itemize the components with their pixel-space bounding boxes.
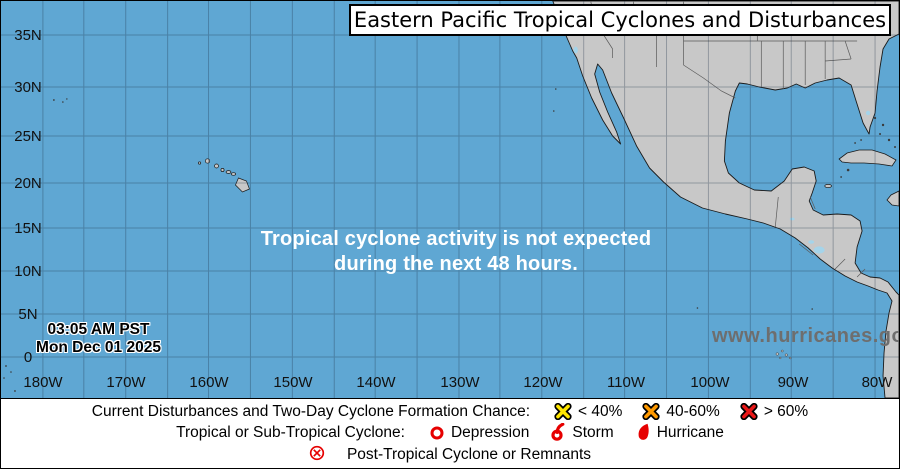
graticule-grid [1,1,899,398]
x-mark-red-icon [740,403,758,420]
post-tropical-label: Post-Tropical Cyclone or Remnants [346,446,592,463]
legend: Current Disturbances and Two-Day Cyclone… [1,399,899,468]
lat-label-35n: 35N [14,27,42,44]
legend-item-high-chance: > 60% [740,403,808,421]
lon-label-160w: 160W [189,374,229,391]
legend-item-label: 40-60% [666,402,720,420]
circled-x-icon [309,445,325,466]
legend-item-hurricane: Hurricane [634,423,724,443]
lat-label-20n: 20N [14,175,42,192]
x-mark-orange-icon [642,403,660,420]
eastern-pacific-map: Eastern Pacific Tropical Cyclones and Di… [1,1,899,399]
legend-row-post-tropical: Post-Tropical Cyclone or Remnants [1,445,899,466]
small-islands-pacific [3,88,813,392]
x-mark-yellow-icon [554,403,572,420]
map-title-box: Eastern Pacific Tropical Cyclones and Di… [349,4,891,36]
islands-galapagos [775,349,792,360]
legend-item-label: > 60% [763,402,809,420]
small-islands-atlantic [840,116,897,178]
lon-label-140w: 140W [356,374,396,391]
outlook-message-line2: during the next 48 hours. [334,253,578,275]
islands-hawaii [198,158,250,193]
lon-label-100w: 100W [690,374,730,391]
island-hispaniola [886,190,899,207]
lon-label-110w: 110W [606,374,646,391]
lon-label-170w: 170W [106,374,146,391]
legend-item-label: Hurricane [656,423,724,441]
hurricanes-gov-watermark: www.hurricanes.gov [712,325,899,347]
lon-label-80w: 80W [861,374,893,391]
lakes [573,46,871,254]
basemap-canvas [1,1,899,398]
timestamp-time: 03:05 AM PST [47,321,150,338]
lat-label-15n: 15N [14,220,42,237]
island-jamaica [824,184,832,188]
lon-label-180w: 180W [23,374,63,391]
hurricane-icon [634,423,651,443]
depression-circle-icon [429,425,445,441]
lon-label-90w: 90W [777,374,809,391]
cyclone-legend-label: Tropical or Sub-Tropical Cyclone: [176,423,405,441]
lat-label-5n: 5N [18,306,38,323]
timestamp-date: Mon Dec 01 2025 [36,338,161,356]
outlook-message-line1: Tropical cyclone activity is not expecte… [260,228,652,250]
legend-item-depression: Depression [429,424,529,442]
legend-item-medium-chance: 40-60% [642,402,720,421]
legend-item-storm: Storm [549,423,614,442]
lat-label-0: 0 [23,349,33,366]
issuance-timestamp: 03:05 AM PST Mon Dec 01 2025 [26,321,171,356]
island-cuba [838,149,897,167]
lon-label-130w: 130W [440,374,480,391]
outlook-message: Tropical cyclone activity is not expecte… [156,227,756,277]
storm-spiral-icon [549,423,566,442]
map-title: Eastern Pacific Tropical Cyclones and Di… [353,8,887,32]
landmass-americas [552,1,899,398]
disturbance-legend-label: Current Disturbances and Two-Day Cyclone… [91,402,530,420]
legend-row-disturbances: Current Disturbances and Two-Day Cyclone… [1,403,899,421]
lon-label-150w: 150W [273,374,313,391]
legend-item-label: Depression [450,423,530,441]
legend-item-label: Storm [572,423,614,441]
lon-label-120w: 120W [523,374,563,391]
lat-label-25n: 25N [14,128,42,145]
lat-label-10n: 10N [14,263,42,280]
legend-item-low-chance: < 40% [554,403,622,421]
legend-row-cyclones: Tropical or Sub-Tropical Cyclone: Depres… [1,423,899,443]
lat-label-30n: 30N [14,79,42,96]
legend-item-label: < 40% [578,402,623,420]
